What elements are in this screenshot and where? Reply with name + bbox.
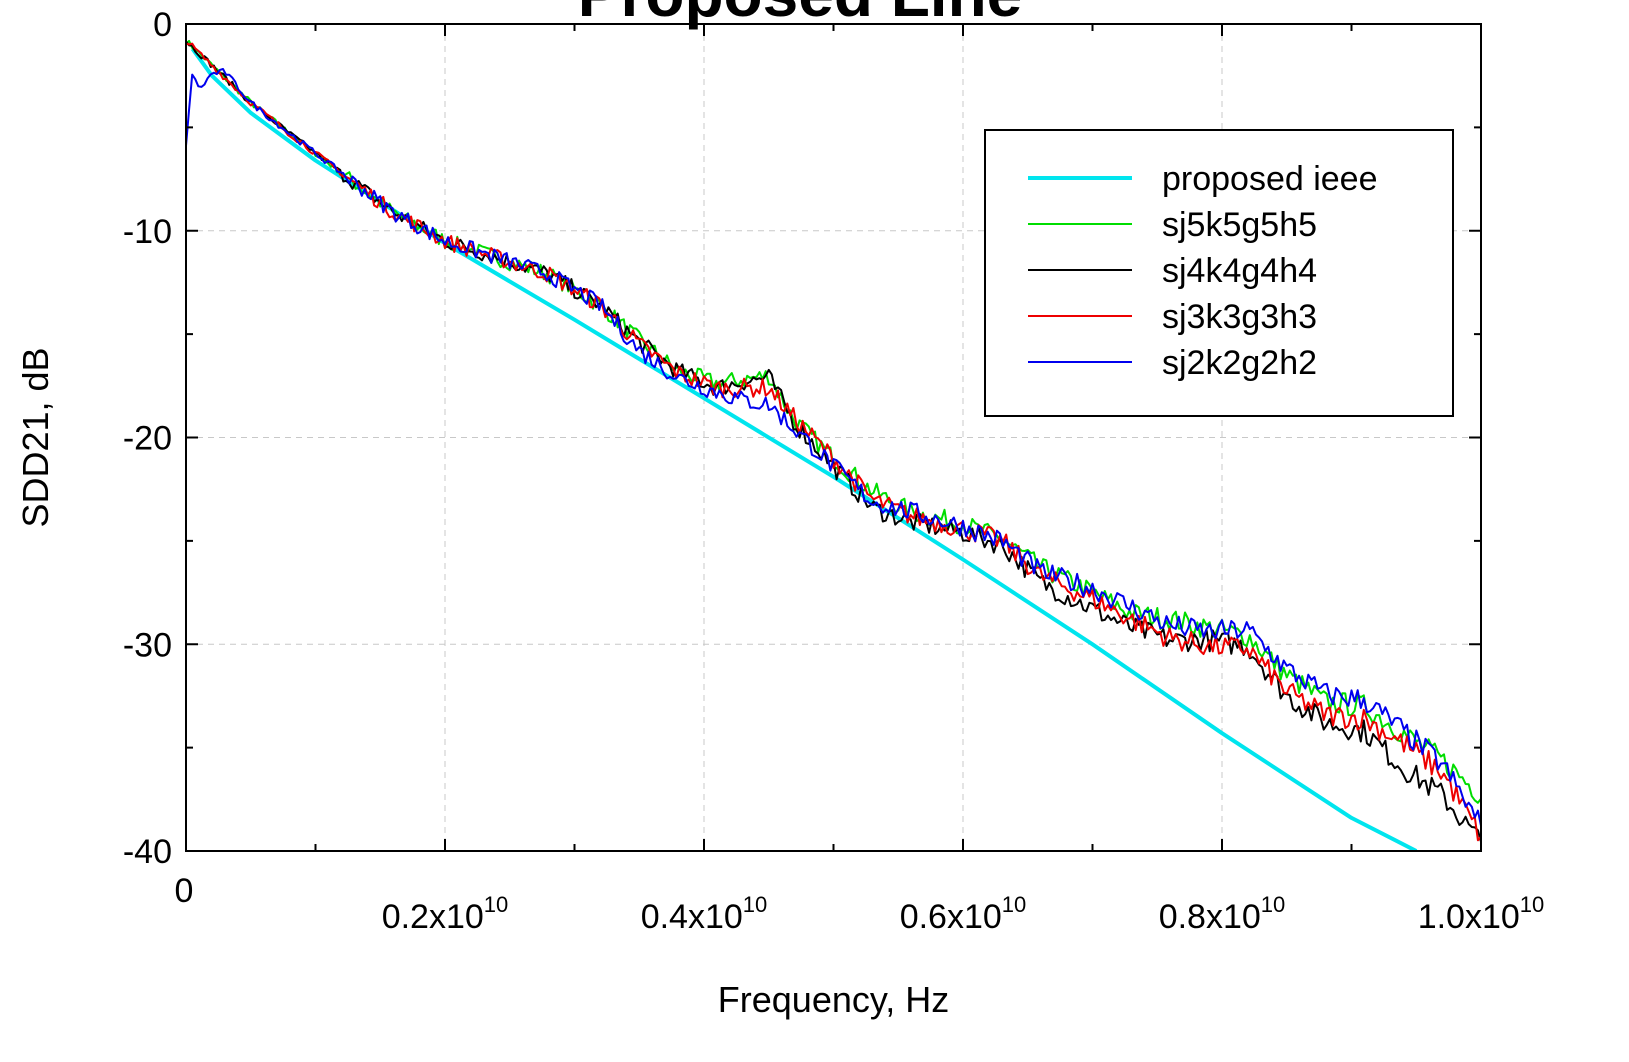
y-tick-label: -20 (123, 420, 172, 458)
x-tick-exponent: 10 (484, 892, 508, 917)
series-line (186, 68, 1481, 826)
x-tick-mantissa: 0.6x10 (900, 898, 1002, 936)
x-tick-exponent: 10 (743, 892, 767, 917)
x-tick-exponent: 10 (1002, 892, 1026, 917)
plot-series (186, 39, 1481, 851)
x-tick-labels: 00.2x1010 0.4x1010 0.6x1010 0.8x1010 1.0x101… (175, 872, 1545, 936)
legend-label: sj3k3g3h3 (1162, 298, 1317, 336)
axis-ticks (185, 23, 1482, 852)
legend-label: sj4k4g4h4 (1162, 252, 1317, 290)
x-tick-mantissa: 1.0x10 (1418, 898, 1520, 936)
x-tick-mantissa: 0.4x10 (641, 898, 743, 936)
x-tick-label: 0.2x1010 (382, 892, 509, 936)
x-tick-label: 0.6x1010 (900, 892, 1027, 936)
x-tick-label: 0.8x1010 (1159, 892, 1286, 936)
legend-label: proposed ieee (1162, 160, 1378, 198)
x-axis-label: Frequency, Hz (718, 979, 949, 1020)
series-line (190, 47, 1418, 851)
y-tick-label: -10 (123, 213, 172, 251)
x-tick-label: 0 (175, 872, 194, 910)
x-tick-mantissa: 0 (175, 872, 194, 910)
y-tick-label: 0 (153, 6, 172, 44)
y-axis-label: SDD21, dB (15, 347, 56, 527)
legend: proposed ieee sj5k5g5h5 sj4k4g4h4 sj3k3g3h3… (984, 129, 1454, 417)
x-tick-label: 0.4x1010 (641, 892, 768, 936)
series-group (186, 39, 1481, 851)
y-tick-labels: 0 -10 -20 -30 -40 (123, 6, 172, 871)
legend-label: sj2k2g2h2 (1162, 344, 1317, 382)
chart-title: Proposed Line (578, 0, 1023, 30)
x-tick-mantissa: 0.8x10 (1159, 898, 1261, 936)
y-tick-label: -40 (123, 833, 172, 871)
x-tick-exponent: 10 (1520, 892, 1544, 917)
x-tick-mantissa: 0.2x10 (382, 898, 484, 936)
x-tick-label: 1.0x1010 (1418, 892, 1545, 936)
legend-label: sj5k5g5h5 (1162, 206, 1317, 244)
x-tick-exponent: 10 (1261, 892, 1285, 917)
y-tick-label: -30 (123, 626, 172, 664)
